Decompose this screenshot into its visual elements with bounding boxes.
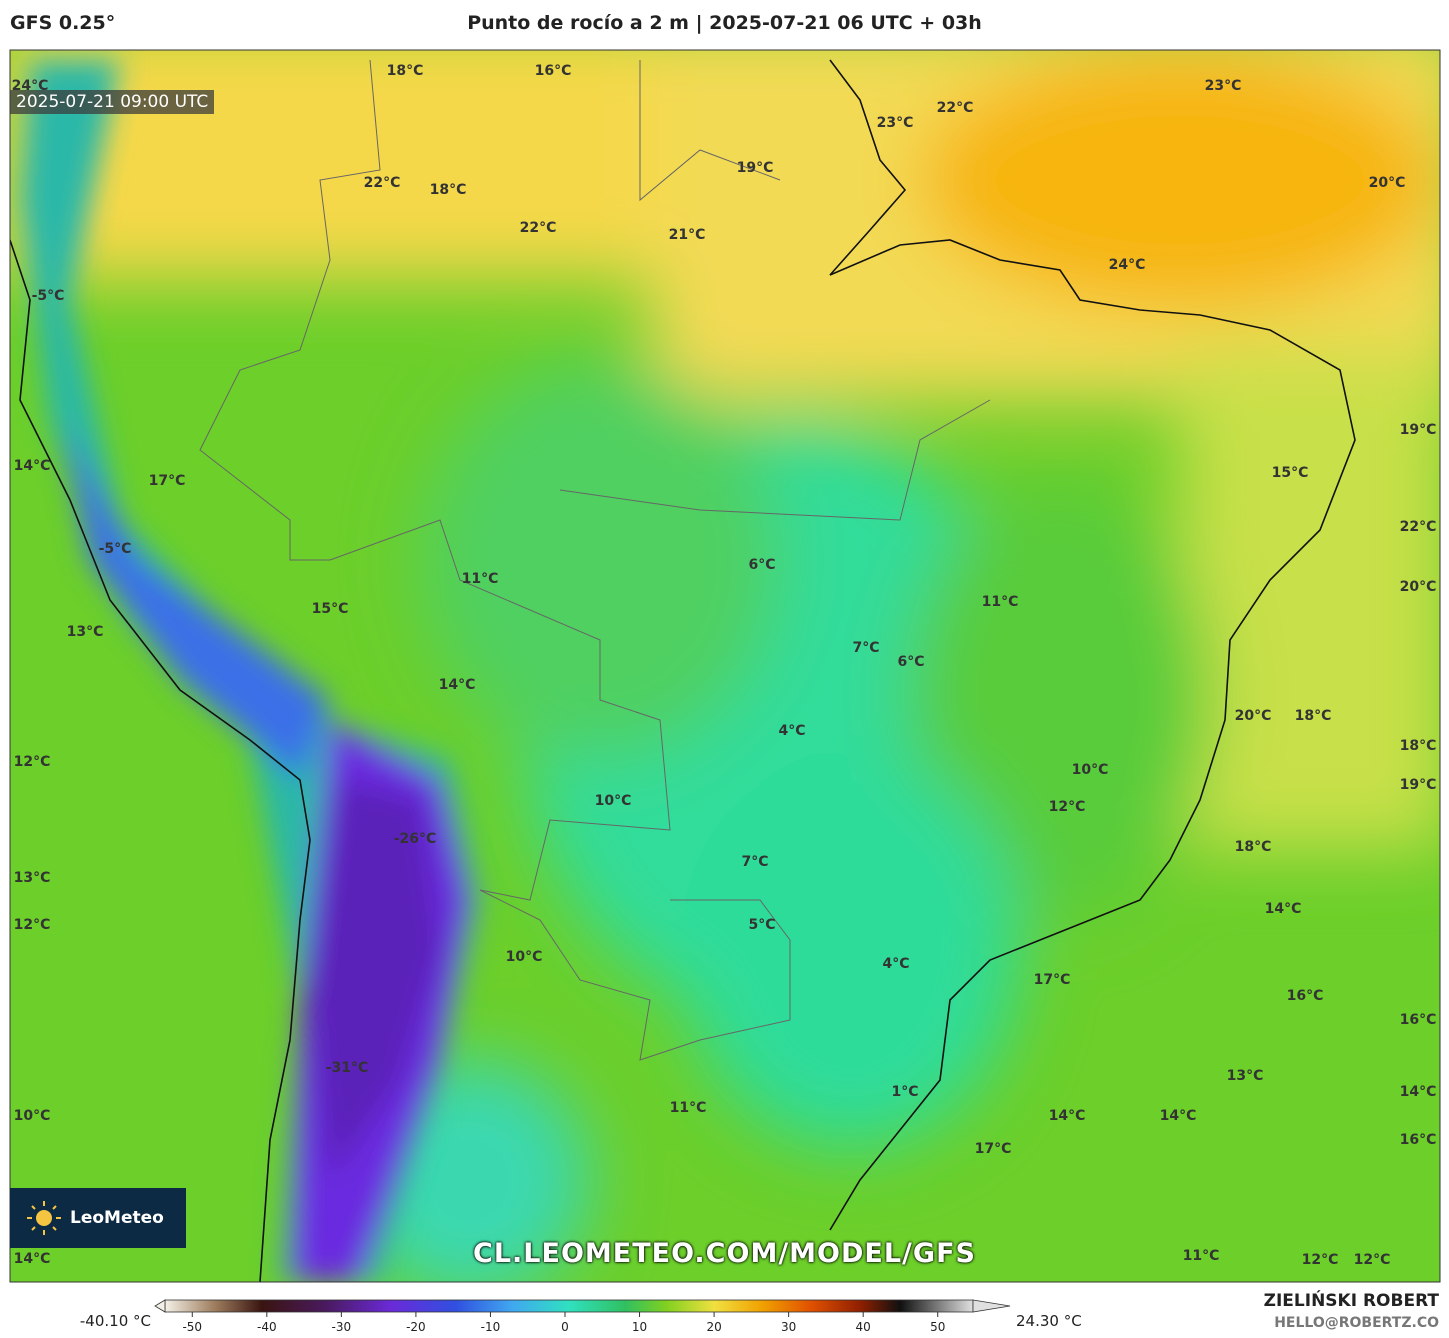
map-label: 4°C: [778, 723, 805, 739]
map-label: 20°C: [1400, 579, 1437, 595]
map-label: 14°C: [14, 458, 51, 474]
map-label: -31°C: [326, 1060, 369, 1076]
map-label: -5°C: [32, 288, 65, 304]
colorbar-tick-label: -20: [406, 1320, 426, 1334]
map-label: 18°C: [1400, 738, 1437, 754]
map-label: 22°C: [364, 175, 401, 191]
map-label: 12°C: [1049, 799, 1086, 815]
coastline: [10, 59, 1356, 1282]
map-label: 12°C: [14, 754, 51, 770]
colorbar-gradient: [164, 1299, 974, 1313]
colorbar-tick-label: 10: [632, 1320, 647, 1334]
model-name: GFS 0.25°: [10, 12, 116, 34]
map-label: 16°C: [1400, 1012, 1437, 1028]
map-label: 11°C: [670, 1100, 707, 1116]
map-label: 22°C: [937, 100, 974, 116]
colorbar-max: 24.30 °C: [1016, 1312, 1082, 1330]
map-label: 16°C: [1400, 1132, 1437, 1148]
map-label: 20°C: [1235, 708, 1272, 724]
logo-text: LeoMeteo: [70, 1208, 164, 1228]
colorbar-tick-label: -30: [332, 1320, 352, 1334]
map-label: 21°C: [669, 227, 706, 243]
map-label: 12°C: [14, 917, 51, 933]
map-label: 17°C: [149, 473, 186, 489]
map-label: 16°C: [1287, 988, 1324, 1004]
colorbar-arrow: [972, 1299, 1011, 1313]
map-label: 18°C: [430, 182, 467, 198]
map-label: 6°C: [897, 654, 924, 670]
logo-sun: [27, 1201, 61, 1235]
map-label: 13°C: [14, 870, 51, 886]
colorbar-min: -40.10 °C: [79, 1312, 151, 1330]
map-label: 7°C: [741, 854, 768, 870]
map-label: 12°C: [1354, 1252, 1391, 1268]
colorbar-tick-label: 30: [781, 1320, 796, 1334]
watermark: CL.LEOMETEO.COM/MODEL/GFS: [473, 1238, 976, 1269]
borders: [199, 59, 991, 1061]
valid-time: 2025-07-21 09:00 UTC: [10, 90, 215, 114]
map-label: 13°C: [1227, 1068, 1264, 1084]
map-label: 14°C: [1265, 901, 1302, 917]
map-label: 20°C: [1369, 175, 1406, 191]
map-label: 23°C: [1205, 78, 1242, 94]
colorbar-tick-label: -40: [257, 1320, 277, 1334]
map-label: 7°C: [852, 640, 879, 656]
map-label: 4°C: [882, 956, 909, 972]
map-label: 11°C: [462, 571, 499, 587]
map-label: 11°C: [1183, 1248, 1220, 1264]
map-label: 11°C: [982, 594, 1019, 610]
map-label: 10°C: [595, 793, 632, 809]
map-label: 6°C: [748, 557, 775, 573]
map-label: 15°C: [312, 601, 349, 617]
map-label: 12°C: [1302, 1252, 1339, 1268]
map-label: 15°C: [1272, 465, 1309, 481]
map-label: 19°C: [1400, 777, 1437, 793]
colorbar-tick-label: -50: [182, 1320, 202, 1334]
map-label: 1°C: [891, 1084, 918, 1100]
colorbar-tick-label: 20: [706, 1320, 721, 1334]
map-label: 17°C: [1034, 972, 1071, 988]
map-label: 24°C: [1109, 257, 1146, 273]
colorbar-arrow: [154, 1299, 166, 1313]
email: HELLO@ROBERTZ.CO: [1274, 1315, 1439, 1331]
map-label: 14°C: [14, 1251, 51, 1267]
map-title: Punto de rocío a 2 m | 2025-07-21 06 UTC…: [467, 12, 982, 34]
map-label: 10°C: [14, 1108, 51, 1124]
map-label: 18°C: [1235, 839, 1272, 855]
map-label: 17°C: [975, 1141, 1012, 1157]
map-label: 18°C: [1295, 708, 1332, 724]
colorbar-tick-label: 40: [856, 1320, 871, 1334]
map-label: 14°C: [1400, 1084, 1437, 1100]
map-label: 19°C: [737, 160, 774, 176]
map-label: 10°C: [1072, 762, 1109, 778]
colorbar: -50 -40 -30 -20 -10 0 10 20 30 40 50: [154, 1299, 1011, 1334]
map-label: 14°C: [439, 677, 476, 693]
map-label: 14°C: [1160, 1108, 1197, 1124]
colorbar-tick-label: 50: [930, 1320, 945, 1334]
author: ZIELIŃSKI ROBERT: [1263, 1291, 1439, 1311]
map-label: 22°C: [520, 220, 557, 236]
map-label: 10°C: [506, 949, 543, 965]
logo: LeoMeteo: [10, 1188, 186, 1248]
map-label: -5°C: [99, 541, 132, 557]
map-label: 22°C: [1400, 519, 1437, 535]
colorbar-tick-label: 0: [561, 1320, 569, 1334]
map-label: 5°C: [748, 917, 775, 933]
map-label: -26°C: [394, 831, 437, 847]
map-label: 19°C: [1400, 422, 1437, 438]
map-label: 14°C: [1049, 1108, 1086, 1124]
colorbar-tick-label: -10: [481, 1320, 501, 1334]
map-field: [10, 50, 1440, 1282]
map-label: 13°C: [67, 624, 104, 640]
map-label: 23°C: [877, 115, 914, 131]
map-label: 16°C: [535, 63, 572, 79]
map-label: 18°C: [387, 63, 424, 79]
